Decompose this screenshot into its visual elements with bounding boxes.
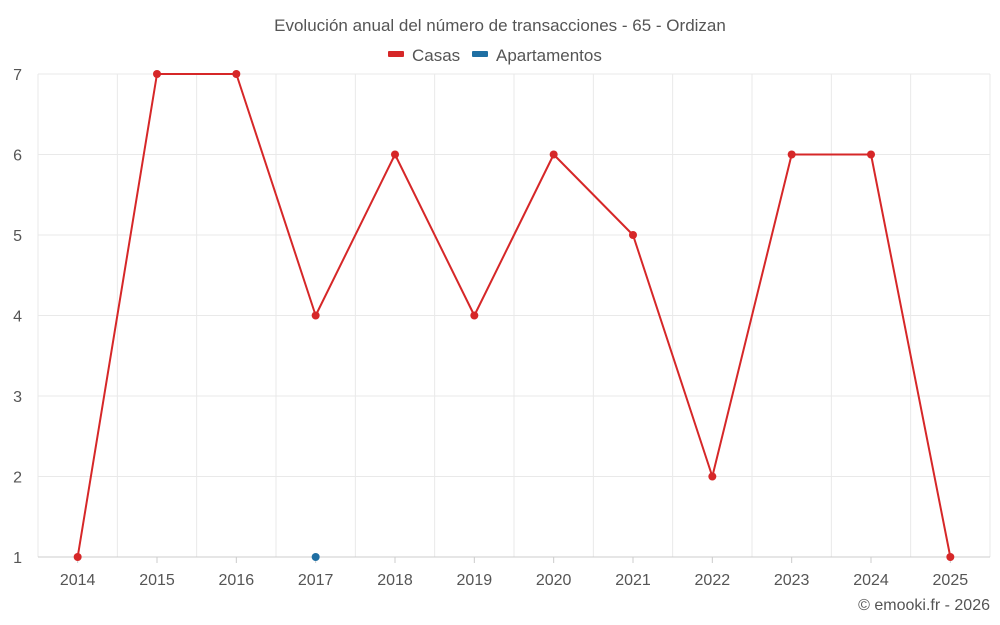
y-tick-label: 3 bbox=[13, 389, 22, 406]
data-point-casas[interactable] bbox=[232, 70, 241, 78]
axes: 1 2 3 4 5 6 7 2014 2015 2016 2017 2018 2019 2020 2021 2… bbox=[13, 67, 990, 589]
legend-label-casas: Casas bbox=[412, 46, 460, 65]
legend-swatch-apartamentos bbox=[472, 51, 488, 57]
data-point-casas[interactable] bbox=[391, 150, 399, 159]
series-line-casas bbox=[76, 73, 952, 558]
y-tick-label: 6 bbox=[13, 148, 22, 165]
x-tick-label: 2020 bbox=[536, 572, 572, 589]
data-point-casas[interactable] bbox=[549, 150, 558, 159]
x-tick-label: 2021 bbox=[615, 572, 651, 589]
legend-label-apartamentos: Apartamentos bbox=[496, 46, 602, 65]
data-point-casas[interactable] bbox=[629, 231, 637, 239]
legend-item-apartamentos[interactable]: Apartamentos bbox=[472, 46, 602, 65]
x-tick-label: 2014 bbox=[60, 572, 96, 589]
x-tick-label: 2019 bbox=[457, 572, 493, 589]
x-tick-label: 2017 bbox=[298, 572, 334, 589]
y-tick-label: 5 bbox=[13, 228, 22, 245]
legend-swatch-casas bbox=[388, 51, 404, 57]
data-point-casas[interactable] bbox=[787, 150, 796, 159]
data-point-casas[interactable] bbox=[73, 553, 82, 561]
x-tick-label: 2025 bbox=[933, 572, 969, 589]
data-point-casas[interactable] bbox=[867, 150, 875, 159]
legend: Casas Apartamentos bbox=[388, 46, 602, 65]
grid bbox=[37, 73, 991, 557]
y-tick-label: 1 bbox=[13, 550, 22, 567]
x-tick-label: 2023 bbox=[774, 572, 810, 589]
y-tick-label: 2 bbox=[13, 470, 22, 487]
x-tick-label: 2024 bbox=[853, 572, 889, 589]
x-tick-label: 2016 bbox=[219, 572, 255, 589]
y-tick-label: 7 bbox=[13, 67, 22, 84]
x-tick-label: 2015 bbox=[139, 572, 175, 589]
data-point-apartamentos[interactable] bbox=[311, 553, 320, 561]
data-point-casas[interactable] bbox=[153, 70, 161, 78]
data-point-casas[interactable] bbox=[708, 472, 717, 481]
x-tick-label: 2022 bbox=[695, 572, 731, 589]
legend-item-casas[interactable]: Casas bbox=[388, 46, 460, 65]
data-point-casas[interactable] bbox=[311, 311, 320, 320]
series bbox=[73, 70, 955, 561]
data-point-casas[interactable] bbox=[946, 553, 955, 561]
data-point-casas[interactable] bbox=[470, 311, 479, 320]
credit-text: © emooki.fr - 2026 bbox=[858, 597, 990, 614]
y-tick-label: 4 bbox=[13, 309, 22, 326]
x-tick-label: 2018 bbox=[377, 572, 413, 589]
chart-title: Evolución anual del número de transaccio… bbox=[274, 16, 726, 35]
